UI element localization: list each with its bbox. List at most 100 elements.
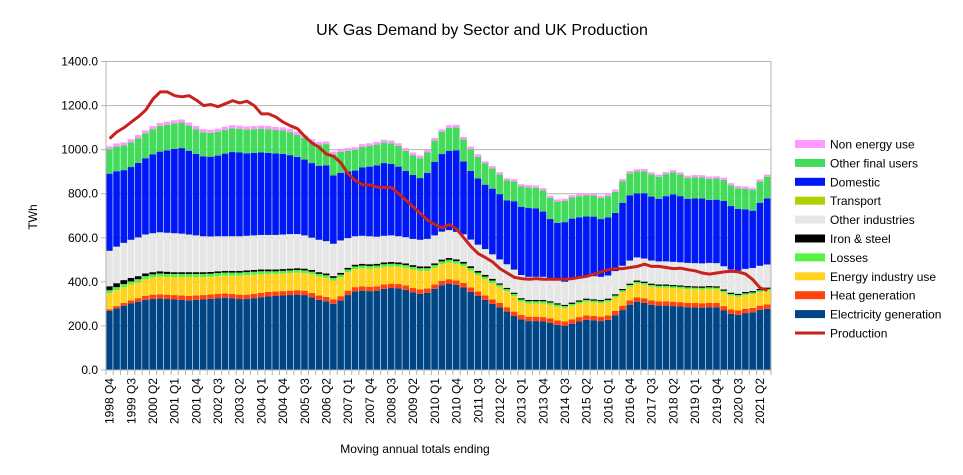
bar-segment bbox=[481, 276, 489, 280]
bar-segment bbox=[626, 171, 634, 174]
bar-segment bbox=[597, 321, 605, 370]
bar-segment bbox=[525, 321, 532, 370]
bar-segment bbox=[677, 172, 684, 175]
bar-segment bbox=[756, 305, 764, 311]
bar-segment bbox=[677, 302, 684, 307]
x-tick-label: 2010 Q1 bbox=[428, 378, 442, 424]
bar-segment bbox=[243, 275, 250, 295]
bar-segment bbox=[633, 193, 641, 258]
bar-segment bbox=[395, 266, 402, 285]
bar-segment bbox=[409, 239, 417, 266]
bar-segment bbox=[684, 263, 691, 287]
x-tick-label: 2007 Q1 bbox=[341, 378, 355, 424]
x-tick-label: 2019 Q4 bbox=[710, 378, 724, 424]
bar-segment bbox=[257, 128, 265, 153]
bar-segment bbox=[228, 272, 236, 276]
x-tick-label: 2017 Q3 bbox=[645, 378, 659, 424]
series-non-energy-use bbox=[106, 119, 771, 202]
bar-segment bbox=[611, 294, 619, 296]
bar-segment bbox=[503, 264, 511, 288]
bar-segment bbox=[691, 198, 699, 264]
bar-segment bbox=[293, 234, 301, 269]
bar-segment bbox=[149, 299, 156, 370]
bar-segment bbox=[734, 310, 742, 315]
bar-segment bbox=[293, 269, 301, 273]
bar-segment bbox=[452, 232, 460, 260]
bar-segment bbox=[127, 142, 135, 168]
bar-segment bbox=[727, 292, 735, 294]
bar-segment bbox=[713, 286, 720, 288]
bar-segment bbox=[113, 290, 120, 307]
bar-segment bbox=[546, 301, 554, 303]
bar-segment bbox=[546, 322, 554, 370]
bar-segment bbox=[604, 299, 612, 302]
bar-segment bbox=[489, 283, 496, 300]
bar-segment bbox=[763, 290, 771, 305]
bar-segment bbox=[293, 134, 301, 157]
bar-segment bbox=[438, 231, 446, 260]
bar-segment bbox=[518, 275, 525, 299]
bar-segment bbox=[452, 124, 460, 128]
bar-segment bbox=[503, 291, 511, 308]
bar-segment bbox=[561, 304, 569, 307]
bar-segment bbox=[178, 277, 185, 296]
bar-segment bbox=[402, 267, 409, 286]
bar-segment bbox=[496, 284, 503, 287]
bar-segment bbox=[322, 275, 330, 278]
bar-segment bbox=[655, 305, 662, 370]
bar-segment bbox=[351, 287, 359, 292]
bar-segment bbox=[207, 298, 214, 370]
bar-segment bbox=[424, 152, 431, 173]
bar-segment bbox=[236, 236, 243, 271]
bar-segment bbox=[669, 306, 677, 370]
bar-segment bbox=[438, 259, 446, 262]
bar-segment bbox=[156, 126, 164, 152]
bar-segment bbox=[510, 181, 518, 202]
bar-segment bbox=[171, 148, 178, 234]
bar-segment bbox=[604, 298, 612, 300]
bar-segment bbox=[178, 272, 185, 274]
bar-segment bbox=[315, 272, 323, 274]
bar-segment bbox=[727, 309, 735, 314]
series-heat-generation bbox=[106, 279, 771, 326]
bar-segment bbox=[626, 286, 634, 301]
bar-segment bbox=[467, 287, 475, 292]
bar-segment bbox=[301, 268, 308, 271]
bar-segment bbox=[749, 294, 756, 308]
bar-segment bbox=[546, 197, 554, 220]
bar-segment bbox=[698, 287, 706, 290]
bar-segment bbox=[669, 262, 677, 285]
bar-segment bbox=[236, 275, 243, 295]
bar-segment bbox=[474, 244, 482, 271]
bar-segment bbox=[142, 273, 149, 277]
bar-segment bbox=[134, 237, 142, 277]
bar-segment bbox=[763, 304, 771, 309]
bar-segment bbox=[691, 287, 699, 290]
bar-segment bbox=[554, 304, 561, 307]
bar-segment bbox=[272, 126, 279, 131]
bar-segment bbox=[633, 297, 641, 302]
series-electricity-generation bbox=[106, 283, 771, 370]
legend-item: Losses bbox=[795, 251, 868, 265]
bar-segment bbox=[402, 285, 409, 290]
bar-segment bbox=[611, 315, 619, 370]
bar-segment bbox=[236, 270, 243, 273]
bar-segment bbox=[554, 199, 561, 202]
bar-segment bbox=[358, 268, 366, 287]
bar-segment bbox=[481, 184, 489, 250]
bar-segment bbox=[525, 316, 532, 322]
bar-segment bbox=[308, 292, 316, 298]
bar-segment bbox=[626, 284, 634, 287]
bar-segment bbox=[279, 270, 287, 274]
bar-segment bbox=[684, 199, 691, 263]
bar-segment bbox=[489, 188, 496, 255]
bar-segment bbox=[330, 151, 337, 155]
bar-segment bbox=[380, 264, 388, 267]
bar-segment bbox=[301, 295, 308, 370]
bar-segment bbox=[236, 125, 243, 129]
bar-segment bbox=[518, 299, 525, 302]
bar-segment bbox=[640, 302, 648, 370]
bar-segment bbox=[763, 198, 771, 265]
bar-segment bbox=[575, 317, 583, 322]
bar-segment bbox=[142, 158, 149, 235]
